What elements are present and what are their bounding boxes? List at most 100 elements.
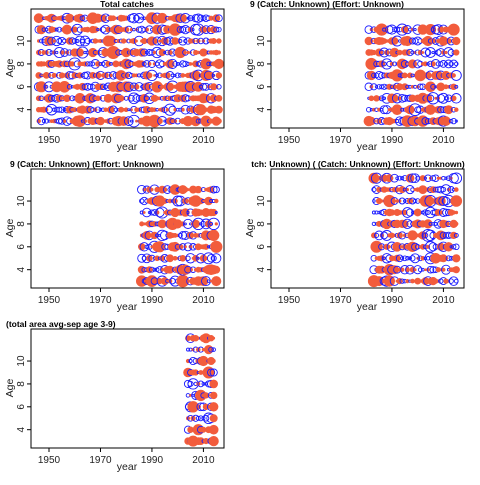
y-tick-label: 8 (256, 61, 267, 67)
negative-residual-bubble (71, 38, 78, 44)
axes: 1950 1970 1990 2010 4 6 8 10 (256, 195, 455, 306)
negative-residual-bubble (438, 208, 448, 217)
negative-residual-bubble (448, 61, 454, 67)
negative-residual-bubble (417, 267, 423, 273)
negative-residual-bubble (395, 254, 404, 263)
negative-residual-bubble (98, 107, 103, 112)
negative-residual-bubble (48, 94, 56, 102)
positive-residual-bubble (160, 277, 169, 285)
negative-residual-bubble (211, 253, 222, 264)
x-axis-label: year (357, 141, 378, 153)
positive-residual-bubble (423, 94, 433, 103)
positive-residual-bubble (154, 255, 160, 262)
positive-residual-bubble (387, 245, 391, 249)
positive-residual-bubble (383, 275, 396, 287)
negative-residual-bubble (397, 73, 402, 78)
positive-residual-bubble (143, 105, 151, 114)
negative-residual-bubble (453, 232, 459, 238)
negative-residual-bubble (133, 13, 145, 24)
positive-residual-bubble (156, 117, 163, 125)
positive-residual-bubble (215, 94, 223, 102)
positive-residual-bubble (410, 107, 415, 112)
positive-residual-bubble (186, 50, 190, 55)
positive-residual-bubble (208, 424, 219, 435)
y-tick-label: 6 (16, 244, 27, 250)
x-tick-label: 1950 (38, 295, 61, 306)
negative-residual-bubble (374, 85, 379, 89)
negative-residual-bubble (195, 415, 201, 421)
positive-residual-bubble (208, 436, 219, 447)
negative-residual-bubble (207, 217, 220, 231)
positive-residual-bubble (405, 173, 415, 183)
positive-residual-bubble (160, 37, 169, 45)
positive-residual-bubble (188, 62, 193, 66)
negative-residual-bubble (371, 210, 376, 215)
negative-residual-bubble (216, 84, 222, 90)
negative-residual-bubble (405, 84, 410, 89)
negative-residual-bubble (99, 83, 107, 91)
negative-residual-bubble (397, 93, 407, 103)
x-tick-label: 2010 (192, 295, 215, 306)
positive-residual-bubble (216, 50, 221, 55)
positive-residual-bubble (207, 186, 215, 193)
negative-residual-bubble (207, 245, 211, 249)
positive-residual-bubble (452, 266, 460, 274)
positive-residual-bubble (212, 265, 221, 274)
positive-residual-bubble (424, 268, 427, 272)
positive-residual-bubble (210, 208, 218, 217)
positive-residual-bubble (152, 50, 157, 55)
negative-residual-bubble (139, 198, 145, 204)
positive-residual-bubble (214, 222, 218, 226)
x-axis-label: year (117, 141, 138, 153)
y-tick-label: 10 (256, 35, 267, 47)
negative-residual-bubble (56, 117, 63, 125)
positive-residual-bubble (443, 242, 454, 252)
negative-residual-bubble (212, 73, 216, 77)
negative-residual-bubble (192, 217, 205, 231)
positive-residual-bubble (135, 39, 138, 43)
negative-residual-bubble (437, 185, 445, 194)
positive-residual-bubble (159, 255, 166, 262)
x-tick-label: 1990 (141, 455, 164, 466)
positive-residual-bubble (212, 336, 216, 340)
negative-residual-bubble (408, 37, 417, 45)
negative-residual-bubble (382, 96, 387, 101)
positive-residual-bubble (38, 15, 44, 21)
positive-residual-bubble (84, 93, 96, 104)
negative-residual-bubble (437, 106, 445, 114)
negative-residual-bubble (214, 211, 218, 214)
negative-residual-bubble (87, 61, 93, 67)
negative-residual-bubble (188, 358, 193, 364)
negative-residual-bubble (420, 47, 431, 58)
negative-residual-bubble (127, 108, 131, 112)
negative-residual-bubble (206, 254, 216, 263)
negative-residual-bubble (55, 50, 59, 55)
negative-residual-bubble (145, 49, 153, 56)
positive-residual-bubble (153, 74, 156, 77)
plot-frame (270, 168, 465, 289)
positive-residual-bubble (436, 176, 440, 180)
negative-residual-bubble (84, 37, 91, 45)
negative-residual-bubble (443, 96, 449, 101)
positive-residual-bubble (215, 118, 222, 124)
x-tick-label: 1970 (89, 295, 112, 306)
positive-residual-bubble (452, 36, 461, 46)
negative-residual-bubble (215, 14, 223, 23)
negative-residual-bubble (53, 46, 65, 59)
panel-survey-4: (total area avg-sep age 3-9) 1950 1970 199… (4, 319, 225, 473)
positive-residual-bubble (94, 72, 102, 79)
x-tick-label: 1990 (141, 295, 164, 306)
positive-residual-bubble (210, 240, 223, 253)
x-tick-label: 2010 (192, 135, 215, 146)
positive-residual-bubble (380, 199, 384, 203)
negative-residual-bubble (195, 118, 201, 124)
panel-survey-1: 9 (Catch: Unknown) (Effort: Unknown) 195… (244, 0, 465, 153)
negative-residual-bubble (187, 15, 194, 22)
negative-residual-bubble (133, 14, 140, 22)
positive-residual-bubble (164, 72, 171, 79)
negative-residual-bubble (449, 245, 453, 249)
bubble-marks (363, 23, 462, 127)
negative-residual-bubble (37, 116, 46, 126)
positive-residual-bubble (35, 72, 43, 79)
